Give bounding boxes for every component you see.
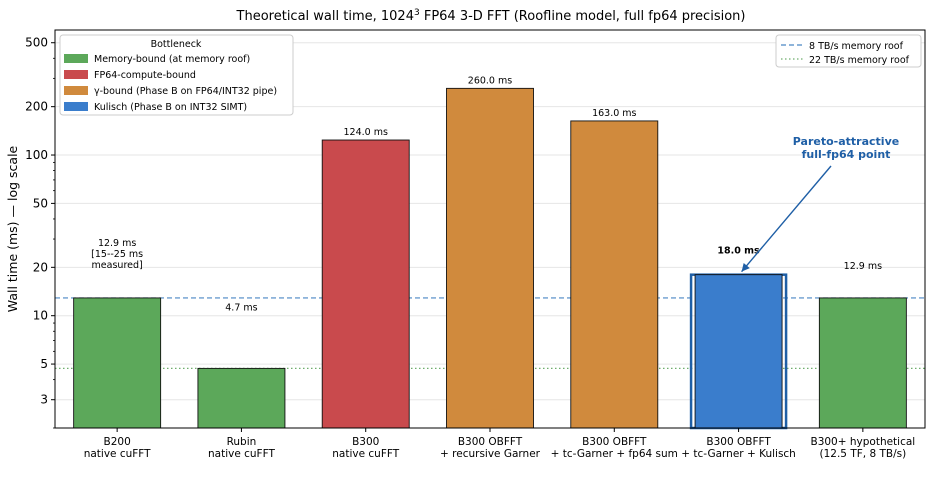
legend-box [59,34,294,116]
legend-entry: 8 TB/s memory roof [809,41,904,52]
legend-entry: Memory-bound (at memory roof) [94,54,250,65]
x-tick-label: + recursive Garner [440,448,541,460]
x-tick-label: native cuFFT [332,448,399,460]
x-tick-label: B200 [104,436,131,448]
legend-swatch [64,86,88,95]
y-axis: 3 5 10 20 50 100 200 500 [25,36,55,429]
x-tick-label: B300 OBFFT [706,436,771,448]
x-tick-label: B300+ hypothetical [810,436,915,448]
chart-title: Theoretical wall time, 10243 FP64 3-D FF… [236,8,746,24]
data-label: 260.0 ms [468,75,512,86]
bar [446,87,534,429]
x-tick-label: Rubin [227,436,257,448]
annotation-arrow [741,165,832,273]
data-label: 12.9 ms [844,261,882,272]
legend-box [775,34,922,68]
y-tick-label: 50 [33,196,48,210]
data-label: 163.0 ms [592,108,636,119]
data-label: measured] [92,260,143,271]
bar [197,367,286,429]
y-tick-label: 100 [25,148,48,162]
reference-legend: 8 TB/s memory roof 22 TB/s memory roof [775,34,922,68]
bar [73,297,162,429]
annotation-text: Pareto-attractive [793,135,899,148]
bar [694,274,783,429]
x-tick-label: (12.5 TF, 8 TB/s) [820,448,907,460]
data-label: [15--25 ms [91,249,143,260]
legend-title: Bottleneck [151,39,202,50]
legend-swatch [64,54,88,63]
data-label: 124.0 ms [344,127,388,138]
y-tick-label: 5 [40,357,48,371]
y-tick-label: 200 [25,100,48,114]
legend-swatch [64,102,88,111]
x-tick-label: B300 OBFFT [582,436,647,448]
data-label: 4.7 ms [225,302,257,313]
x-tick-label: native cuFFT [84,448,151,460]
bars [73,87,907,430]
legend-entry: FP64-compute-bound [94,70,196,81]
legend-swatch [64,70,88,79]
y-tick-label: 500 [25,36,48,50]
bar [818,297,907,429]
x-tick-label: B300 [352,436,379,448]
legend-entry: 22 TB/s memory roof [809,55,910,66]
legend-entry: γ-bound (Phase B on FP64/INT32 pipe) [94,86,277,97]
y-tick-label: 20 [33,260,48,274]
bar [570,120,659,429]
bar [321,139,410,429]
y-axis-label: Wall time (ms) — log scale [5,145,20,312]
y-tick-label: 3 [40,393,48,407]
x-tick-label: native cuFFT [208,448,275,460]
annotation-text: full-fp64 point [802,148,891,161]
data-label: 12.9 ms [98,238,136,249]
y-tick-label: 10 [33,309,48,323]
x-tick-label: B300 OBFFT [458,436,523,448]
bottleneck-legend: Bottleneck Memory-bound (at memory roof) F… [59,34,294,116]
data-label: 18.0 ms [717,246,760,257]
x-tick-label: + tc-Garner + Kulisch [681,448,796,460]
x-tick-label: + tc-Garner + fp64 sum [551,448,678,460]
legend-entry: Kulisch (Phase B on INT32 SIMT) [94,102,247,113]
annotation-arrowhead [741,262,750,272]
